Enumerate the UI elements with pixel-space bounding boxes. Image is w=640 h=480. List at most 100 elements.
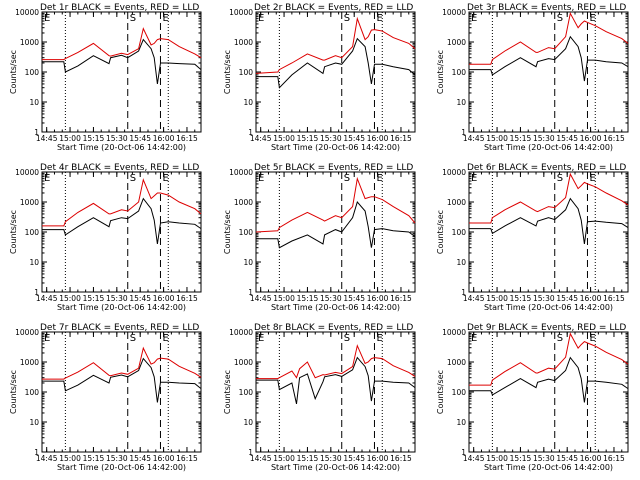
y-axis-label: Counts/sec — [9, 210, 18, 254]
x-tick-label: 16:00 — [367, 294, 389, 303]
event-marker-label: S — [344, 173, 350, 184]
x-tick-label: 15:30 — [106, 294, 128, 303]
x-tick-label: 15:00 — [273, 454, 295, 463]
x-tick-label: 15:15 — [510, 134, 532, 143]
event-marker-label: S — [557, 333, 563, 344]
x-tick-label: 15:00 — [59, 294, 81, 303]
x-tick-label: 15:30 — [533, 294, 555, 303]
series-line-lld — [255, 176, 416, 233]
y-tick-label: 100 — [239, 68, 254, 77]
x-tick-label: 16:00 — [153, 134, 175, 143]
x-tick-label: 16:00 — [153, 294, 175, 303]
x-tick-label: 15:45 — [343, 134, 365, 143]
y-tick-label: 1 — [461, 288, 466, 297]
series-line-events — [42, 357, 202, 403]
x-tick-label: 15:00 — [59, 454, 81, 463]
x-tick-label: 15:30 — [320, 134, 342, 143]
chart-panel-2: Det 2r BLACK = Events, RED = LLD 1 10 100 10… — [223, 3, 416, 152]
x-tick-label: 16:15 — [176, 294, 198, 303]
x-tick-label: 14:45 — [463, 454, 485, 463]
chart-panel-9: Det 9r BLACK = Events, RED = LLD 1 10 100 10… — [436, 323, 629, 472]
x-tick-label: 15:15 — [297, 134, 319, 143]
y-axis-label: Counts/sec — [223, 210, 232, 254]
event-marker-label: E — [44, 173, 50, 184]
event-marker-label: E — [471, 173, 477, 184]
chart-panel-5: Det 5r BLACK = Events, RED = LLD 1 10 100 10… — [223, 163, 416, 312]
series-line-events — [42, 197, 202, 244]
y-tick-label: 1 — [34, 288, 39, 297]
x-tick-label: 16:00 — [367, 134, 389, 143]
event-marker-label: E — [162, 13, 168, 24]
x-axis-label: Start Time (20-Oct-06 14:42:00) — [271, 303, 400, 312]
y-tick-label: 1 — [461, 448, 466, 457]
x-axis-label: Start Time (20-Oct-06 14:42:00) — [271, 463, 400, 472]
series-line-events — [469, 35, 629, 82]
chart-title: Det 7r BLACK = Events, RED = LLD — [40, 323, 199, 333]
x-tick-label: 14:45 — [250, 134, 272, 143]
x-tick-label: 15:30 — [320, 454, 342, 463]
event-marker-label: E — [471, 333, 477, 344]
chart-title: Det 3r BLACK = Events, RED = LLD — [467, 3, 626, 13]
x-tick-label: 15:45 — [129, 134, 151, 143]
event-marker-label: S — [130, 333, 136, 344]
chart-title: Det 2r BLACK = Events, RED = LLD — [254, 3, 413, 13]
x-tick-label: 15:45 — [129, 454, 151, 463]
x-tick-label: 15:00 — [59, 134, 81, 143]
chart-panel-1: Det 1r BLACK = Events, RED = LLD 1 10 100 10… — [9, 3, 202, 152]
y-tick-label: 10 — [456, 418, 466, 427]
y-tick-label: 1000 — [234, 38, 253, 47]
y-tick-label: 1 — [248, 128, 253, 137]
x-tick-label: 16:15 — [176, 134, 198, 143]
chart-panel-4: Det 4r BLACK = Events, RED = LLD 1 10 100 10… — [9, 163, 202, 312]
x-tick-label: 16:15 — [176, 454, 198, 463]
y-tick-label: 10 — [29, 98, 39, 107]
y-tick-label: 10 — [243, 98, 253, 107]
y-tick-label: 10 — [456, 98, 466, 107]
x-tick-label: 15:15 — [297, 454, 319, 463]
x-tick-label: 15:00 — [486, 134, 508, 143]
y-tick-label: 100 — [452, 388, 467, 397]
x-tick-label: 14:45 — [463, 294, 485, 303]
y-tick-label: 1000 — [234, 198, 253, 207]
y-tick-label: 1000 — [20, 38, 39, 47]
event-marker-label: E — [589, 333, 595, 344]
series-line-lld — [255, 16, 416, 74]
event-marker-label: E — [589, 13, 595, 24]
x-tick-label: 15:45 — [343, 454, 365, 463]
event-marker-label: E — [162, 173, 168, 184]
y-tick-label: 100 — [452, 68, 467, 77]
chart-panel-3: Det 3r BLACK = Events, RED = LLD 1 10 100 10… — [436, 3, 629, 152]
series-line-lld — [256, 344, 416, 380]
x-tick-label: 16:15 — [603, 454, 625, 463]
y-tick-label: 1000 — [234, 358, 253, 367]
y-tick-label: 1 — [34, 448, 39, 457]
y-tick-label: 10 — [243, 418, 253, 427]
event-marker-label: E — [589, 173, 595, 184]
y-axis-label: Counts/sec — [436, 50, 445, 94]
series-line-events — [469, 197, 629, 244]
chart-panel-7: Det 7r BLACK = Events, RED = LLD 1 10 100 10… — [9, 323, 202, 472]
y-tick-label: 10000 — [15, 168, 39, 177]
y-tick-label: 1 — [461, 128, 466, 137]
y-tick-label: 10000 — [442, 8, 466, 17]
event-marker-label: E — [376, 333, 382, 344]
y-tick-label: 10000 — [442, 328, 466, 337]
y-axis-label: Counts/sec — [436, 210, 445, 254]
event-marker-label: E — [258, 173, 264, 184]
y-tick-label: 10 — [456, 258, 466, 267]
y-tick-label: 1000 — [447, 38, 466, 47]
event-marker-label: E — [376, 173, 382, 184]
series-line-lld — [469, 332, 629, 386]
y-tick-label: 10 — [243, 258, 253, 267]
y-tick-label: 1 — [34, 128, 39, 137]
y-tick-label: 1000 — [20, 198, 39, 207]
x-tick-label: 15:15 — [510, 294, 532, 303]
event-marker-label: E — [44, 13, 50, 24]
event-marker-label: S — [344, 333, 350, 344]
series-line-lld — [42, 178, 202, 227]
y-tick-label: 100 — [452, 228, 467, 237]
x-tick-label: 16:00 — [153, 454, 175, 463]
y-tick-label: 10000 — [229, 8, 253, 17]
x-axis-label: Start Time (20-Oct-06 14:42:00) — [57, 143, 186, 152]
chart-title: Det 8r BLACK = Events, RED = LLD — [254, 323, 413, 333]
